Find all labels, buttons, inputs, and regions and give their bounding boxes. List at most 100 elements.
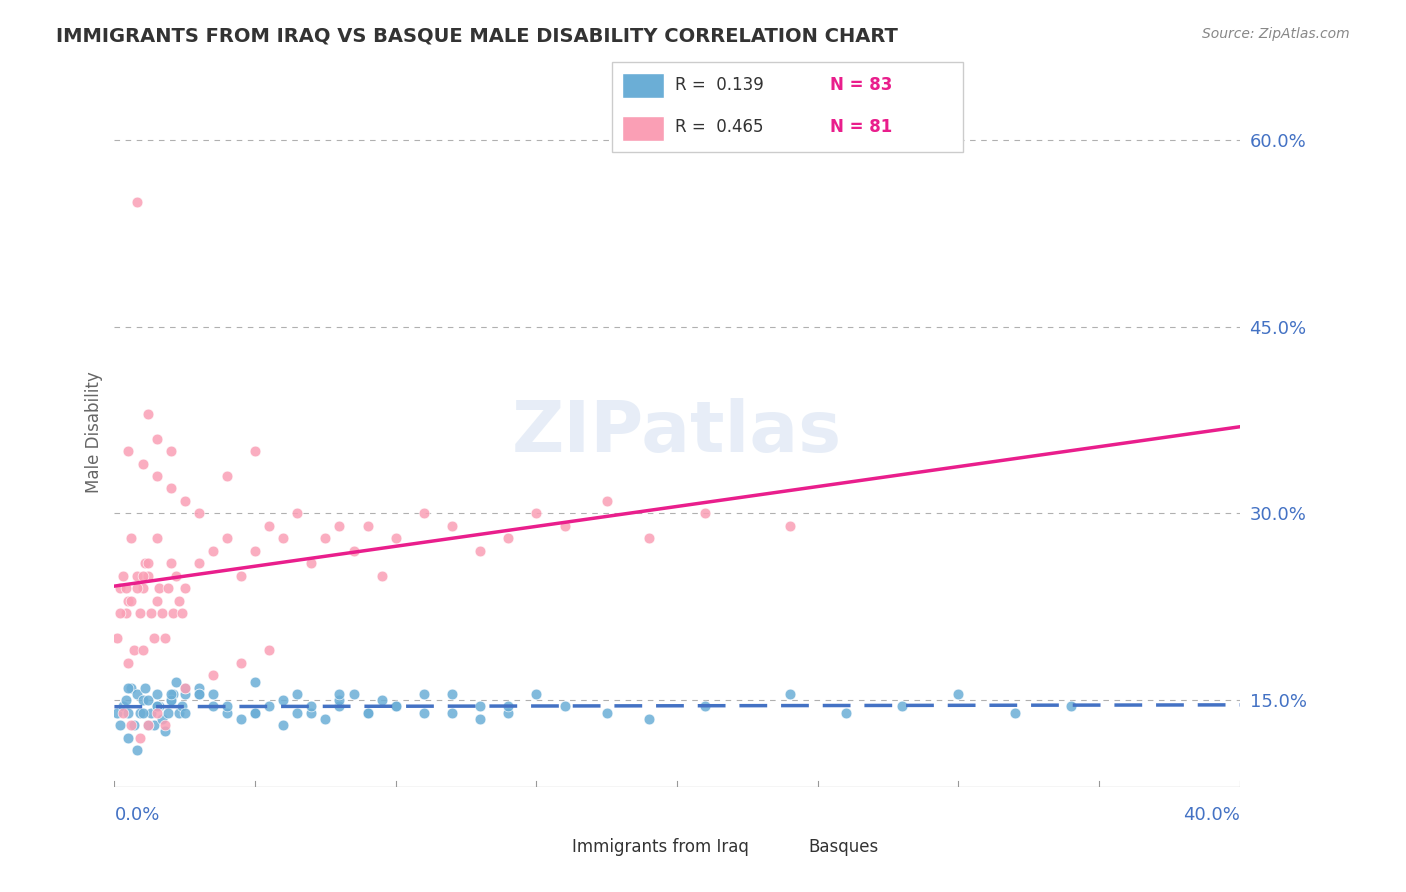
Point <box>257 519 280 533</box>
Point <box>173 581 195 595</box>
Point <box>201 543 224 558</box>
Point <box>165 674 187 689</box>
Point <box>125 687 148 701</box>
Point <box>131 457 153 471</box>
Point <box>162 606 184 620</box>
Point <box>173 706 195 720</box>
Point <box>167 593 190 607</box>
Point <box>187 681 209 695</box>
Point <box>173 681 195 695</box>
Point <box>243 543 266 558</box>
Point <box>243 706 266 720</box>
Point <box>117 706 139 720</box>
Point <box>412 706 434 720</box>
Point <box>243 444 266 458</box>
Point <box>638 712 661 726</box>
Point <box>1004 706 1026 720</box>
Text: 0.0%: 0.0% <box>114 806 160 824</box>
Point <box>162 687 184 701</box>
Point <box>145 687 167 701</box>
Point <box>187 507 209 521</box>
Point <box>554 699 576 714</box>
Point <box>136 568 159 582</box>
Point <box>498 531 520 545</box>
Point <box>120 531 142 545</box>
Point <box>165 568 187 582</box>
Point <box>170 699 193 714</box>
Point <box>159 687 181 701</box>
Point <box>125 743 148 757</box>
Point <box>108 606 131 620</box>
Point <box>412 507 434 521</box>
Point <box>131 706 153 720</box>
Point <box>187 687 209 701</box>
Point <box>142 718 165 732</box>
Point <box>554 519 576 533</box>
Point <box>470 699 492 714</box>
Point <box>596 706 619 720</box>
FancyBboxPatch shape <box>621 73 665 98</box>
Point <box>215 706 238 720</box>
Point <box>134 556 156 570</box>
Point <box>145 432 167 446</box>
Point <box>271 693 294 707</box>
Point <box>356 519 378 533</box>
Point <box>779 687 801 701</box>
Point <box>328 699 350 714</box>
Point <box>285 706 308 720</box>
Point <box>201 687 224 701</box>
Point <box>440 706 463 720</box>
Point <box>299 556 322 570</box>
Point <box>271 718 294 732</box>
Point <box>105 706 128 720</box>
Point <box>136 718 159 732</box>
Point <box>136 407 159 421</box>
Text: R =  0.465: R = 0.465 <box>675 118 763 136</box>
Point <box>153 631 176 645</box>
Point <box>167 706 190 720</box>
Point <box>201 668 224 682</box>
Text: 40.0%: 40.0% <box>1182 806 1240 824</box>
Text: IMMIGRANTS FROM IRAQ VS BASQUE MALE DISABILITY CORRELATION CHART: IMMIGRANTS FROM IRAQ VS BASQUE MALE DISA… <box>56 27 898 45</box>
Point <box>125 568 148 582</box>
Point <box>145 706 167 720</box>
Point <box>128 706 150 720</box>
Point <box>131 643 153 657</box>
Point <box>170 606 193 620</box>
Point <box>695 507 717 521</box>
Point <box>117 731 139 745</box>
Point <box>356 706 378 720</box>
Point <box>356 706 378 720</box>
Point <box>314 531 336 545</box>
Point <box>159 482 181 496</box>
Point <box>111 568 134 582</box>
Point <box>131 693 153 707</box>
Text: N = 81: N = 81 <box>830 118 891 136</box>
Point <box>159 693 181 707</box>
Point <box>136 556 159 570</box>
Point <box>229 712 252 726</box>
Point <box>257 643 280 657</box>
Point <box>120 718 142 732</box>
FancyBboxPatch shape <box>621 116 665 141</box>
Point <box>229 656 252 670</box>
Point <box>156 581 179 595</box>
Point <box>153 718 176 732</box>
Point <box>136 693 159 707</box>
Point <box>440 519 463 533</box>
Point <box>145 699 167 714</box>
Point <box>215 699 238 714</box>
Point <box>159 556 181 570</box>
Point <box>257 699 280 714</box>
Point <box>136 718 159 732</box>
Point <box>122 643 145 657</box>
Point <box>114 693 136 707</box>
Point <box>159 693 181 707</box>
Point <box>470 712 492 726</box>
Point <box>114 581 136 595</box>
Point <box>142 631 165 645</box>
Point <box>1060 699 1083 714</box>
Point <box>201 699 224 714</box>
Point <box>173 681 195 695</box>
Point <box>328 687 350 701</box>
